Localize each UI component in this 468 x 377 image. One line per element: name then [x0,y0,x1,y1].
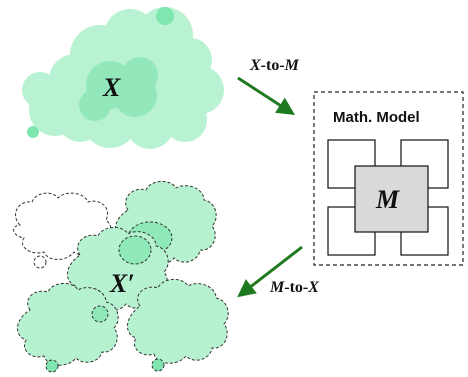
x-to-m-label: X-to-M [249,57,300,74]
cloud-x [22,7,224,149]
m-to-x-label: M-to-X [269,279,319,296]
arrow-m-to-x [237,245,303,298]
model-center-square [354,165,429,233]
cloud-tile-bottom-right [127,279,229,372]
m-label: M [375,185,400,214]
x-prime-label: X′ [109,269,135,298]
x-to-m-x: X [249,57,261,74]
x-label: X [102,73,121,102]
cloud-x-dot-left [27,126,39,138]
arrow-x-to-m [237,76,296,115]
m-to-x-to: -to- [284,279,308,296]
m-to-x-x: X [307,279,319,296]
x-to-m-m: M [284,57,300,74]
math-model-title: Math. Model [333,109,420,126]
cloud-tile-bottom-left [17,283,119,373]
cloud-x-dot-top [156,7,174,25]
x-to-m-to: -to- [261,57,285,74]
m-to-x-m: M [269,279,285,296]
